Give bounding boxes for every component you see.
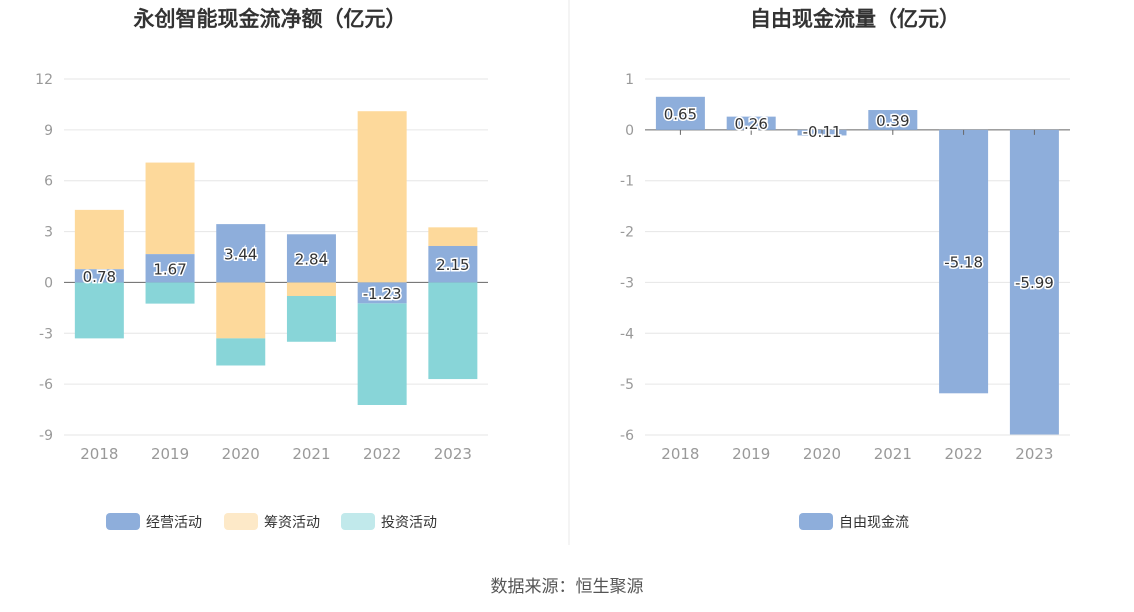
y-tick-label: 0 <box>625 123 634 139</box>
bar-investing[interactable] <box>357 303 407 405</box>
y-tick-label: -5 <box>620 377 634 393</box>
bar-investing[interactable] <box>74 282 124 339</box>
y-tick-label: -4 <box>620 326 634 342</box>
cashflow-chart-title: 永创智能现金流净额（亿元） <box>133 7 407 31</box>
y-tick-label: -9 <box>39 428 53 444</box>
legend-item-investing[interactable]: 投资活动 <box>341 513 437 531</box>
bar-free-cash-flow[interactable] <box>939 129 989 394</box>
data-label: 0.39 <box>876 112 909 130</box>
cashflow-legend: 经营活动 筹资活动 投资活动 <box>106 513 437 531</box>
bar-free-cash-flow[interactable] <box>1009 129 1059 435</box>
bar-operating[interactable] <box>428 245 478 283</box>
bar-free-cash-flow[interactable] <box>655 96 705 130</box>
bar-operating[interactable] <box>357 282 407 304</box>
y-tick-label: 6 <box>44 174 53 190</box>
legend-item-fcf[interactable]: 自由现金流 <box>799 513 909 531</box>
bar-investing[interactable] <box>286 295 336 342</box>
y-tick-label: -6 <box>39 377 53 393</box>
bar-free-cash-flow[interactable] <box>868 110 918 130</box>
legend-label-investing: 投资活动 <box>381 515 437 531</box>
cashflow-grid <box>64 78 488 436</box>
legend-swatch-operating <box>106 513 140 530</box>
cashflow-chart: 永创智能现金流净额（亿元） 12 9 6 3 0 -3 -6 -9 2018 2019 2020 20… <box>35 7 488 531</box>
x-tick-label: 2019 <box>732 445 770 463</box>
data-label: 0.65 <box>664 105 697 123</box>
fcf-data-labels: 0.65 0.26 -0.11 0.39 -5.18 -5.99 <box>662 104 1055 294</box>
x-tick-label: 2020 <box>803 445 841 463</box>
x-tick-label: 2018 <box>661 445 699 463</box>
bar-financing[interactable] <box>286 282 336 296</box>
x-tick-label: 2022 <box>363 445 401 463</box>
x-tick-label: 2019 <box>151 445 189 463</box>
y-tick-label: 9 <box>44 123 53 139</box>
cashflow-bars <box>74 111 478 405</box>
data-label: -5.99 <box>1015 274 1054 292</box>
legend-swatch-financing <box>224 513 258 530</box>
x-tick-label: 2018 <box>80 445 118 463</box>
data-label: -1.23 <box>363 285 402 303</box>
data-label: 0.26 <box>734 115 767 133</box>
bar-investing[interactable] <box>428 282 478 380</box>
legend-label-operating: 经营活动 <box>146 515 202 531</box>
bar-financing[interactable] <box>428 227 478 246</box>
bar-operating[interactable] <box>216 224 266 283</box>
x-tick-label: 2020 <box>222 445 260 463</box>
y-tick-label: -2 <box>620 225 634 241</box>
bar-free-cash-flow[interactable] <box>726 116 776 130</box>
cashflow-data-labels: 0.78 1.67 3.44 2.84 -1.23 2.15 <box>81 244 471 305</box>
y-tick-label: -3 <box>620 275 634 291</box>
bar-financing[interactable] <box>74 209 124 270</box>
legend-label-financing: 筹资活动 <box>264 514 320 531</box>
legend-swatch-investing <box>341 513 375 530</box>
bar-financing[interactable] <box>357 111 407 283</box>
cashflow-axis: 12 9 6 3 0 -3 -6 -9 2018 2019 2020 2021 2022 2023 <box>35 72 472 463</box>
legend-label-fcf: 自由现金流 <box>839 515 909 531</box>
fcf-legend: 自由现金流 <box>799 513 909 531</box>
y-tick-label: -1 <box>620 174 634 190</box>
data-label: 0.78 <box>83 268 116 286</box>
x-tick-label: 2021 <box>874 445 912 463</box>
fcf-axis: 1 0 -1 -2 -3 -4 -5 -6 2018 2019 2020 2021 2022 2023 <box>620 72 1053 463</box>
y-tick-label: -3 <box>39 326 53 342</box>
y-tick-label: 1 <box>625 72 634 88</box>
x-tick-label: 2023 <box>1015 445 1053 463</box>
data-label: 1.67 <box>153 260 186 278</box>
legend-item-operating[interactable]: 经营活动 <box>106 513 202 531</box>
y-tick-label: -6 <box>620 428 634 444</box>
data-label: 2.15 <box>436 256 469 274</box>
data-label: -0.11 <box>803 123 842 141</box>
data-label: -5.18 <box>944 254 983 272</box>
bar-financing[interactable] <box>216 282 266 339</box>
x-tick-label: 2023 <box>434 445 472 463</box>
legend-item-financing[interactable]: 筹资活动 <box>224 513 320 531</box>
data-source-note: 数据来源：恒生聚源 <box>490 577 644 597</box>
bar-investing[interactable] <box>216 338 266 366</box>
legend-swatch-fcf <box>799 513 833 530</box>
y-tick-label: 3 <box>44 225 53 241</box>
bar-financing[interactable] <box>145 162 195 255</box>
bar-operating[interactable] <box>145 254 195 283</box>
y-tick-label: 0 <box>44 275 53 291</box>
data-label: 2.84 <box>295 250 328 268</box>
bar-investing[interactable] <box>145 282 195 304</box>
bar-operating[interactable] <box>74 269 124 283</box>
x-tick-label: 2021 <box>292 445 330 463</box>
data-label: 3.44 <box>224 245 257 263</box>
fcf-chart-title: 自由现金流量（亿元） <box>750 7 960 31</box>
y-tick-label: 12 <box>35 72 53 88</box>
fcf-grid <box>645 78 1070 436</box>
bar-operating[interactable] <box>286 234 336 283</box>
fcf-bars <box>655 96 1059 435</box>
x-tick-label: 2022 <box>945 445 983 463</box>
fcf-chart: 自由现金流量（亿元） 1 0 -1 -2 -3 -4 -5 -6 2018 2019 2020 202… <box>620 7 1070 531</box>
